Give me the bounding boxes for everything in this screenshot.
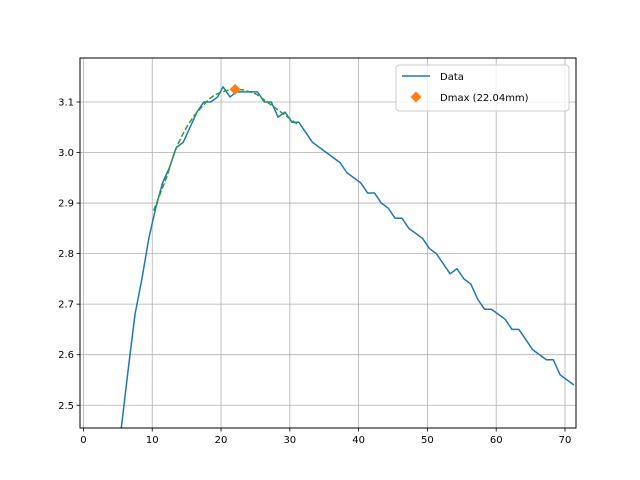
y-tick-label: 3.0 [58,148,74,159]
legend-box [395,64,570,112]
plot-content [120,83,575,428]
grid [80,58,576,428]
x-axis: 0 10 20 30 40 50 60 70 [80,428,571,446]
data-series-line [120,86,575,428]
legend-data-label: Data [440,72,464,83]
x-tick-label: 50 [421,435,434,446]
x-tick-label: 30 [283,435,296,446]
x-tick-label: 70 [559,435,572,446]
x-tick-label: 0 [80,435,86,446]
y-tick-label: 2.6 [58,350,74,361]
y-axis: 2.5 2.6 2.7 2.8 2.9 3.0 3.1 [58,97,80,412]
y-tick-label: 2.9 [58,199,74,210]
plot-frame [79,57,577,429]
x-tick-label: 20 [215,435,228,446]
legend-dmax-label: Dmax (22.04mm) [440,93,529,104]
legend: Data Dmax (22.04mm) [395,64,570,112]
x-tick-label: 40 [352,435,365,446]
dmax-marker [229,83,241,95]
y-tick-label: 3.1 [58,97,74,108]
y-tick-label: 2.5 [58,401,74,412]
legend-dmax-swatch [410,91,422,103]
fit-series-line [152,88,299,211]
y-tick-label: 2.7 [58,300,74,311]
y-tick-label: 2.8 [58,249,74,260]
x-tick-label: 10 [146,435,159,446]
x-tick-label: 60 [490,435,503,446]
